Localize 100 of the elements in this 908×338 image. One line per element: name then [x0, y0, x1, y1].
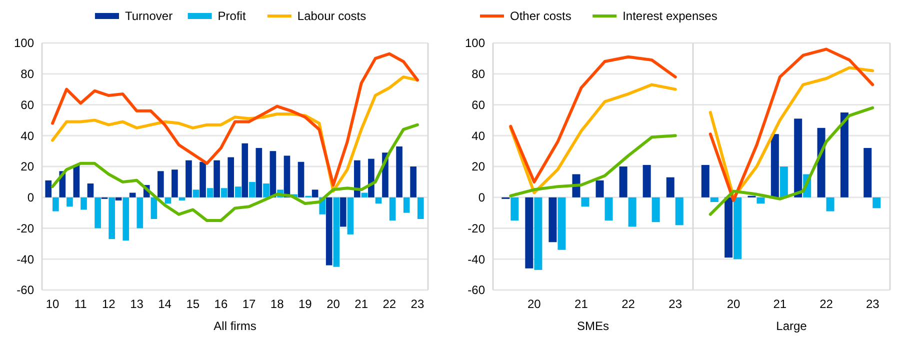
x-tick-label: 23 [866, 297, 880, 311]
bar [115, 197, 122, 200]
y-tick-label: 100 [14, 36, 34, 50]
bar [558, 197, 566, 250]
bar [200, 162, 206, 198]
y-tick-label: 80 [20, 67, 34, 82]
y-tick-label: -60 [468, 283, 486, 298]
y-tick-label: 20 [20, 160, 34, 174]
bar [840, 112, 848, 198]
bar [534, 197, 542, 270]
bar [87, 183, 94, 198]
x-tick-label: 17 [242, 297, 256, 311]
bar [172, 170, 178, 198]
bar [770, 134, 779, 198]
bar [410, 166, 416, 198]
bar [368, 158, 374, 198]
bar [326, 197, 332, 266]
y-tick-label: 40 [472, 128, 486, 143]
line-series [509, 134, 677, 198]
bar [548, 197, 557, 242]
bar [596, 180, 604, 198]
bar [666, 177, 674, 198]
legend-label: Labour costs [297, 9, 366, 24]
bar [756, 197, 765, 204]
bar [375, 197, 382, 204]
bar [256, 148, 262, 198]
bar [510, 197, 519, 221]
bar [710, 197, 718, 202]
bar [354, 160, 360, 198]
bar [94, 197, 101, 228]
bar [186, 160, 192, 198]
bar [249, 182, 256, 198]
bar [403, 197, 410, 213]
bar [214, 160, 220, 198]
y-tick-label: -60 [16, 283, 34, 298]
bar [164, 197, 172, 204]
y-tick-label: -20 [16, 221, 34, 236]
bar [864, 148, 872, 198]
bar [340, 197, 346, 227]
y-tick-label: -40 [468, 252, 486, 266]
bar [604, 197, 613, 221]
bar [628, 197, 636, 227]
bar [581, 197, 590, 207]
bar [150, 197, 158, 219]
bar [619, 166, 628, 198]
bar [80, 197, 87, 210]
bar [192, 190, 200, 198]
x-tick-label: 20 [527, 297, 542, 311]
bar [396, 146, 402, 198]
bar [129, 192, 136, 198]
bar [235, 186, 242, 198]
bar [66, 197, 73, 207]
bar [794, 118, 802, 198]
x-tick-label: 22 [382, 297, 396, 311]
bar [73, 164, 80, 198]
x-tick-label: 13 [130, 297, 144, 311]
bar [333, 197, 340, 267]
bar [361, 192, 368, 198]
bar [642, 164, 651, 198]
bar [108, 197, 115, 240]
bar [52, 197, 59, 212]
bar [734, 197, 742, 260]
x-tick-label: 22 [820, 297, 834, 311]
x-tick-label: 12 [102, 297, 116, 311]
y-tick-label: -40 [16, 252, 34, 266]
line-series [509, 55, 677, 184]
bar [389, 197, 396, 221]
bar [525, 197, 534, 268]
y-tick-label: 20 [472, 160, 486, 174]
x-axis-title: Large [776, 319, 808, 333]
bar [675, 197, 684, 226]
y-tick-label: 0 [27, 190, 34, 205]
x-tick-label: 16 [214, 297, 228, 311]
x-tick-label: 20 [326, 297, 340, 311]
x-tick-label: 23 [410, 297, 424, 311]
bar [872, 197, 881, 208]
x-tick-label: 21 [354, 297, 368, 311]
x-axis-title: SMEs [576, 319, 610, 333]
bar [242, 143, 248, 198]
x-tick-label: 20 [726, 297, 741, 311]
bar [136, 197, 144, 228]
x-tick-label: 21 [773, 297, 787, 311]
legend-label: Interest expenses [622, 9, 718, 24]
y-tick-label: 0 [478, 190, 486, 205]
legend-label: Turnover [125, 9, 173, 24]
bar [312, 190, 318, 198]
line-series [51, 123, 419, 222]
x-tick-label: 23 [668, 297, 682, 311]
x-tick-label: 21 [574, 297, 588, 311]
line-series [51, 52, 419, 187]
bar [228, 157, 234, 198]
x-tick-label: 15 [186, 297, 200, 311]
bar [826, 197, 834, 212]
bar [45, 180, 52, 198]
bar [220, 188, 228, 198]
bar [270, 151, 276, 198]
y-tick-label: 100 [464, 36, 486, 50]
bar [158, 171, 164, 198]
x-tick-label: 11 [74, 297, 88, 311]
x-axis-title: All firms [214, 319, 256, 333]
